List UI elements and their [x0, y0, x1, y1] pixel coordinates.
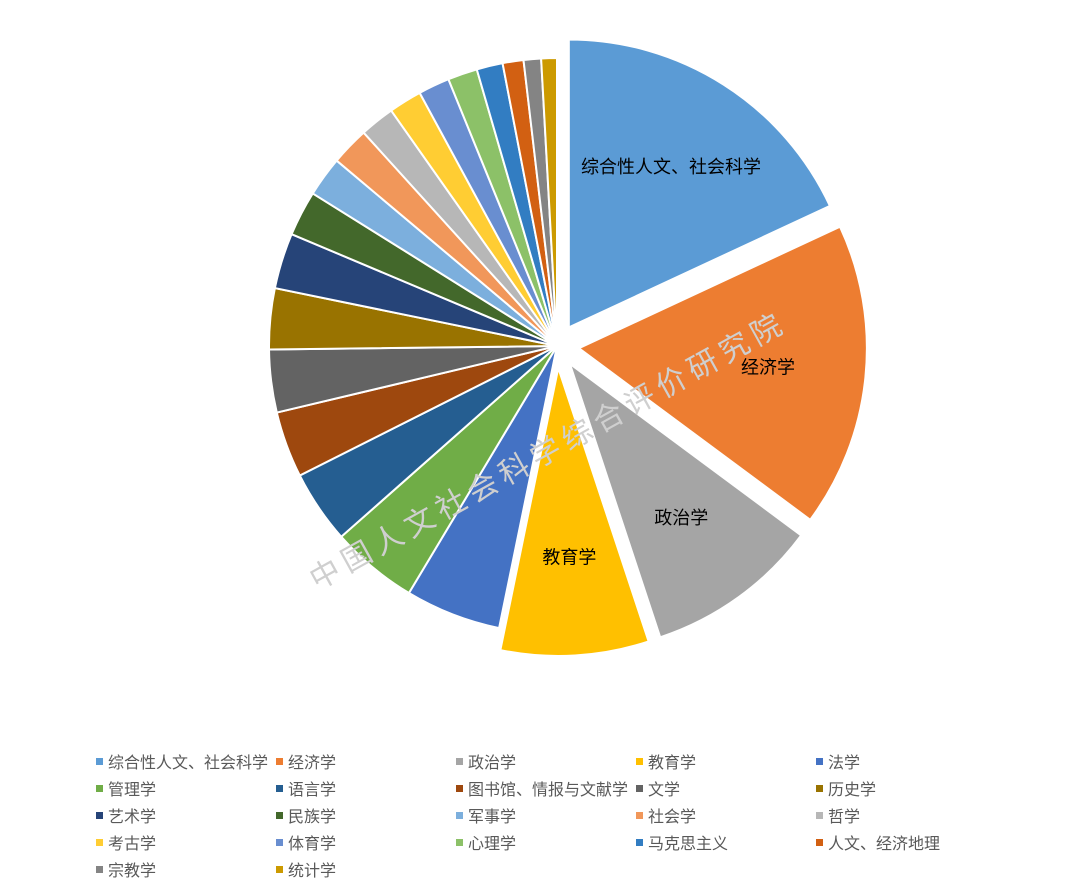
legend-swatch-14: [816, 811, 823, 819]
legend-swatch-11: [276, 811, 283, 819]
legend-item-19: 人文、经济地理: [816, 831, 996, 853]
legend-item-12: 军事学: [456, 804, 636, 826]
legend-swatch-21: [276, 865, 283, 873]
pie-slice-21: [540, 56, 558, 347]
legend-item-15: 考古学: [96, 831, 276, 853]
legend-item-13: 社会学: [636, 804, 816, 826]
legend-swatch-20: [96, 865, 103, 873]
legend-item-6: 语言学: [276, 777, 456, 799]
legend-swatch-18: [636, 838, 643, 846]
legend-label-14: 哲学: [828, 807, 861, 826]
legend-swatch-19: [816, 838, 823, 846]
legend-label-11: 民族学: [288, 807, 337, 826]
chart-legend: 综合性人文、社会科学 经济学 政治学 教育学 法学管理学 语言学 图书馆、情报与文献学 文学 历…: [96, 750, 996, 880]
legend-label-5: 管理学: [108, 780, 157, 799]
legend-item-3: 教育学: [636, 750, 816, 772]
legend-swatch-3: [636, 757, 643, 765]
pie-slice-label-1: 经济学: [741, 357, 795, 378]
legend-item-5: 管理学: [96, 777, 276, 799]
legend-item-10: 艺术学: [96, 804, 276, 826]
legend-swatch-8: [636, 784, 643, 792]
legend-label-6: 语言学: [288, 780, 337, 799]
legend-swatch-6: [276, 784, 283, 792]
legend-label-10: 艺术学: [108, 807, 157, 826]
legend-item-4: 法学: [816, 750, 996, 772]
legend-label-4: 法学: [828, 753, 861, 772]
legend-item-17: 心理学: [456, 831, 636, 853]
pie-slice-label-0: 综合性人文、社会科学: [581, 157, 761, 178]
legend-label-15: 考古学: [108, 834, 157, 853]
legend-swatch-15: [96, 838, 103, 846]
legend-item-18: 马克思主义: [636, 831, 816, 853]
pie-slice-label-3: 教育学: [542, 548, 596, 569]
legend-label-18: 马克思主义: [648, 834, 729, 853]
legend-swatch-1: [276, 757, 283, 765]
legend-item-7: 图书馆、情报与文献学: [456, 777, 636, 799]
legend-swatch-7: [456, 784, 463, 792]
legend-item-9: 历史学: [816, 777, 996, 799]
pie-slice-2: [567, 361, 803, 639]
legend-item-0: 综合性人文、社会科学: [96, 750, 276, 772]
legend-item-20: 宗教学: [96, 858, 276, 880]
pie-slice-1: [576, 225, 868, 522]
legend-item-14: 哲学: [816, 804, 996, 826]
legend-item-8: 文学: [636, 777, 816, 799]
legend-swatch-9: [816, 784, 823, 792]
legend-swatch-16: [276, 838, 283, 846]
legend-swatch-13: [636, 811, 643, 819]
legend-swatch-17: [456, 838, 463, 846]
legend-label-17: 心理学: [468, 834, 517, 853]
legend-label-12: 军事学: [468, 807, 517, 826]
legend-swatch-10: [96, 811, 103, 819]
legend-item-1: 经济学: [276, 750, 456, 772]
legend-label-9: 历史学: [828, 780, 877, 799]
pie-slice-3: [499, 364, 650, 657]
legend-label-20: 宗教学: [108, 861, 157, 880]
legend-swatch-4: [816, 757, 823, 765]
legend-label-7: 图书馆、情报与文献学: [468, 780, 629, 799]
pie-slice-0: [567, 38, 832, 330]
legend-swatch-12: [456, 811, 463, 819]
legend-label-13: 社会学: [648, 807, 697, 826]
legend-label-3: 教育学: [648, 753, 697, 772]
legend-label-0: 综合性人文、社会科学: [108, 753, 269, 772]
legend-swatch-0: [96, 757, 103, 765]
legend-label-16: 体育学: [288, 834, 337, 853]
legend-label-21: 统计学: [288, 861, 337, 880]
legend-swatch-5: [96, 784, 103, 792]
legend-label-2: 政治学: [468, 753, 517, 772]
legend-item-11: 民族学: [276, 804, 456, 826]
legend-item-2: 政治学: [456, 750, 636, 772]
legend-swatch-2: [456, 757, 463, 765]
pie-slice-label-2: 政治学: [654, 508, 708, 529]
legend-label-19: 人文、经济地理: [828, 834, 941, 853]
legend-item-21: 统计学: [276, 858, 456, 880]
legend-label-8: 文学: [648, 780, 681, 799]
legend-label-1: 经济学: [288, 753, 337, 772]
legend-item-16: 体育学: [276, 831, 456, 853]
